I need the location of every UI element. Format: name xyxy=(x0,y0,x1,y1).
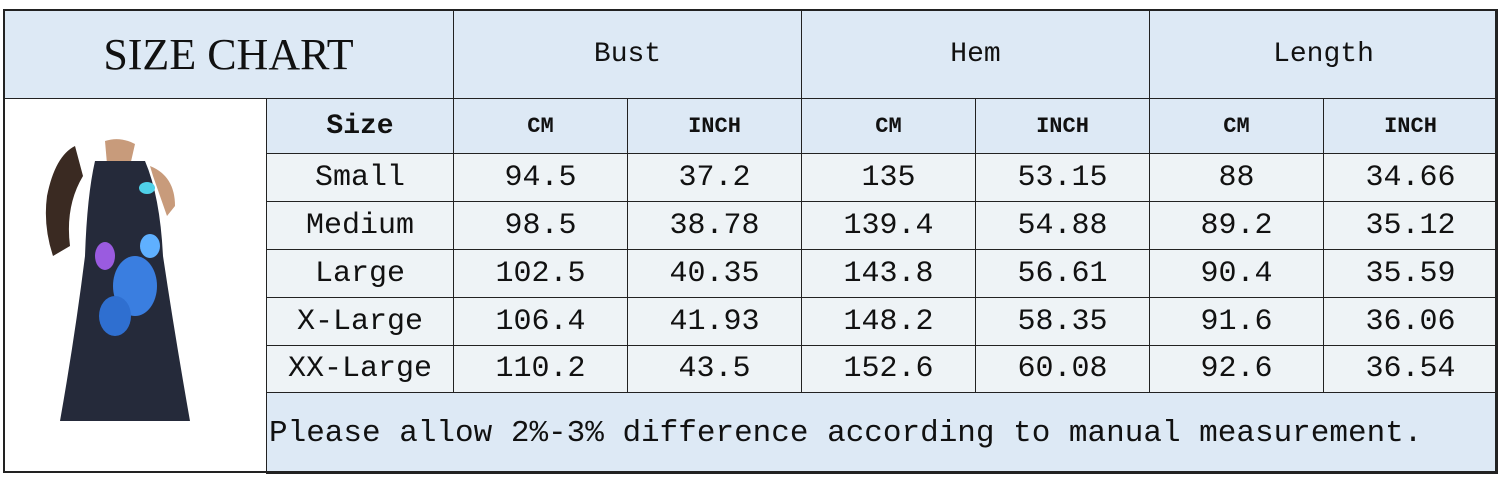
measurement-cell: 34.66 xyxy=(1323,153,1498,202)
dress-photo-icon xyxy=(45,138,190,421)
measurement-cell: 36.54 xyxy=(1323,345,1498,393)
measurement-cell: 102.5 xyxy=(453,249,628,298)
measurement-cell: 54.88 xyxy=(975,201,1150,250)
unit-header-cm: CM xyxy=(1149,98,1324,154)
measurement-cell: 43.5 xyxy=(627,345,802,393)
measurement-cell: 148.2 xyxy=(801,297,976,346)
measurement-cell: 152.6 xyxy=(801,345,976,393)
measurement-cell: 40.35 xyxy=(627,249,802,298)
measurement-cell: 139.4 xyxy=(801,201,976,250)
measurement-cell: 60.08 xyxy=(975,345,1150,393)
measurement-cell: 41.93 xyxy=(627,297,802,346)
measurement-cell: 88 xyxy=(1149,153,1324,202)
size-label: XX-Large xyxy=(266,345,454,393)
product-image xyxy=(3,98,267,473)
measurement-cell: 110.2 xyxy=(453,345,628,393)
measurement-cell: 37.2 xyxy=(627,153,802,202)
measurement-cell: 135 xyxy=(801,153,976,202)
chart-title: SIZE CHART xyxy=(3,9,454,99)
size-column-header: Size xyxy=(266,98,454,154)
measurement-cell: 53.15 xyxy=(975,153,1150,202)
measurement-cell: 98.5 xyxy=(453,201,628,250)
measurement-cell: 106.4 xyxy=(453,297,628,346)
unit-header-cm: CM xyxy=(801,98,976,154)
size-label: Large xyxy=(266,249,454,298)
measurement-cell: 92.6 xyxy=(1149,345,1324,393)
measurement-cell: 38.78 xyxy=(627,201,802,250)
unit-header-cm: CM xyxy=(453,98,628,154)
measurement-cell: 91.6 xyxy=(1149,297,1324,346)
group-header-length: Length xyxy=(1149,9,1498,99)
measurement-note: Please allow 2%-3% difference according … xyxy=(266,392,1498,474)
measurement-cell: 35.12 xyxy=(1323,201,1498,250)
size-label: Small xyxy=(266,153,454,202)
measurement-cell: 58.35 xyxy=(975,297,1150,346)
measurement-cell: 94.5 xyxy=(453,153,628,202)
measurement-cell: 90.4 xyxy=(1149,249,1324,298)
measurement-cell: 56.61 xyxy=(975,249,1150,298)
measurement-cell: 36.06 xyxy=(1323,297,1498,346)
measurement-cell: 143.8 xyxy=(801,249,976,298)
unit-header-inch: INCH xyxy=(1323,98,1498,154)
measurement-cell: 35.59 xyxy=(1323,249,1498,298)
unit-header-inch: INCH xyxy=(627,98,802,154)
size-label: X-Large xyxy=(266,297,454,346)
group-header-hem: Hem xyxy=(801,9,1150,99)
unit-header-inch: INCH xyxy=(975,98,1150,154)
size-label: Medium xyxy=(266,201,454,250)
group-header-bust: Bust xyxy=(453,9,802,99)
measurement-cell: 89.2 xyxy=(1149,201,1324,250)
